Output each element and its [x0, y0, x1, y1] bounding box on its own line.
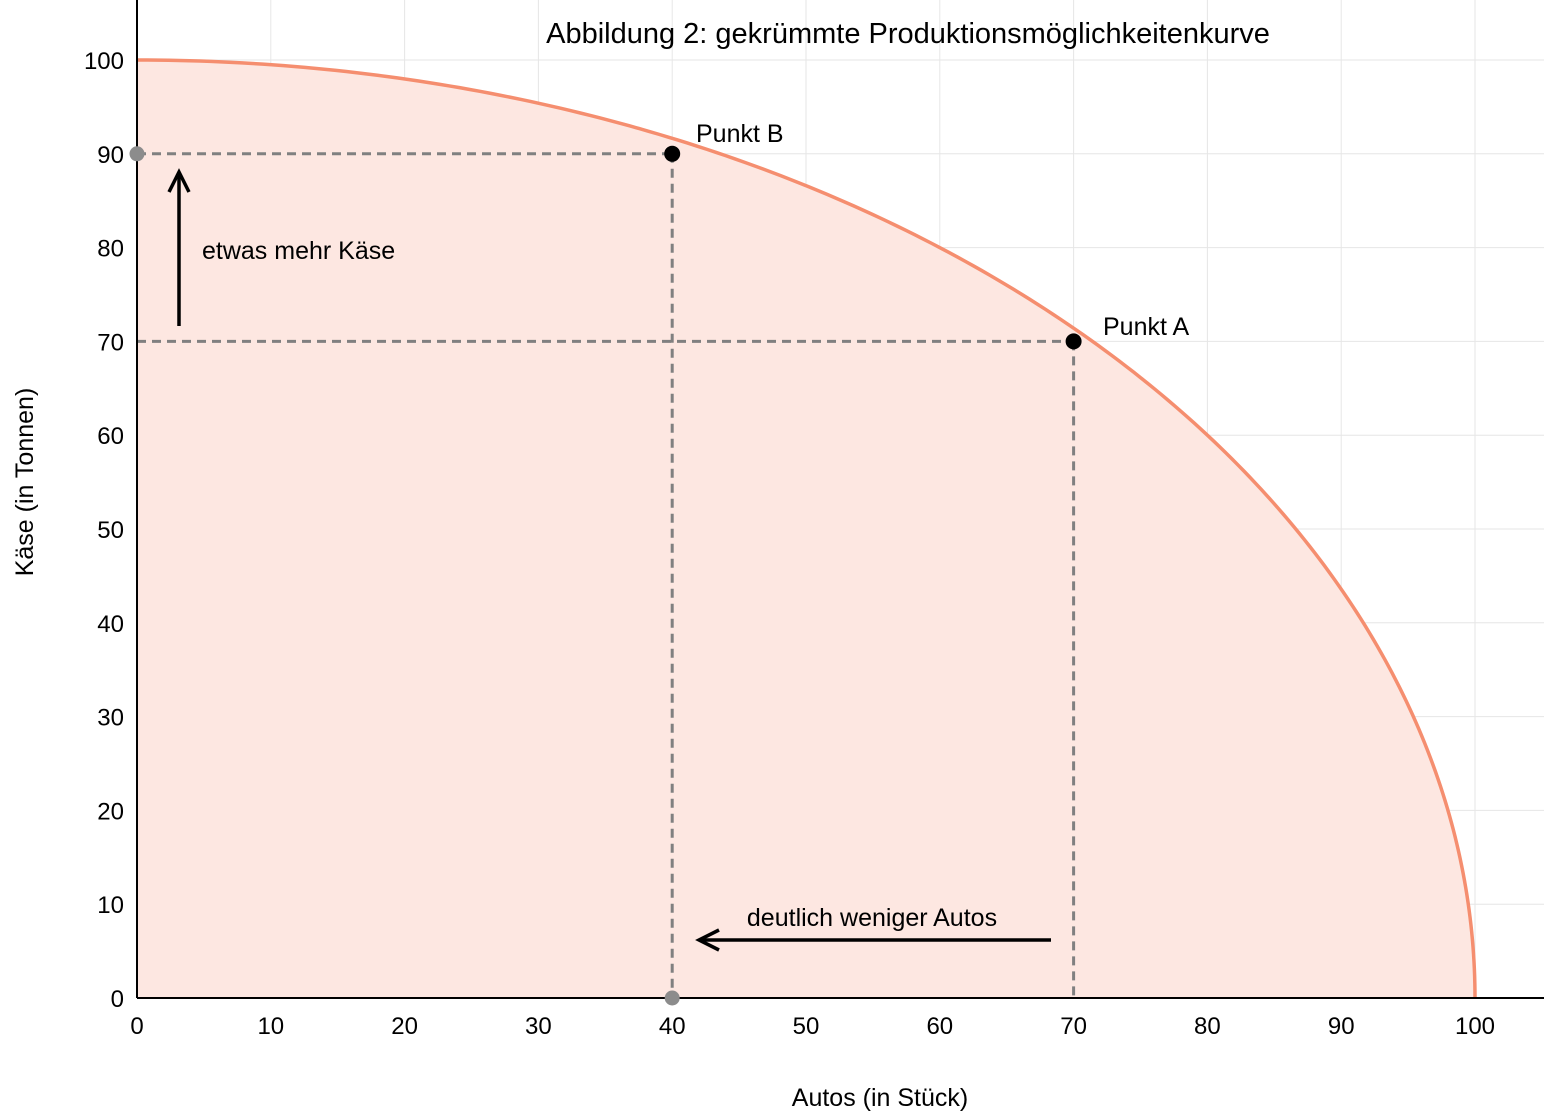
feasible-area-fill [137, 60, 1475, 998]
guide-lines [137, 152, 1076, 998]
y-tick-label: 30 [97, 705, 124, 732]
point-b-label: Punkt B [696, 120, 784, 148]
x-tick-label: 10 [257, 1013, 284, 1040]
y-tick-label: 80 [97, 236, 124, 263]
x-tick-label: 100 [1455, 1013, 1495, 1040]
up-arrow-head [167, 168, 191, 193]
annotation-more-cheese: etwas mehr Käse [202, 237, 395, 265]
x-tick-label: 90 [1328, 1013, 1355, 1040]
point-b-marker [664, 145, 681, 162]
tick-labels: 0 10 20 30 40 50 60 70 80 90 100 0 10 20 30 40 50 60 70 80 9… [84, 48, 1495, 1040]
axes [136, 0, 1544, 999]
x-tick-label: 20 [391, 1013, 418, 1040]
axis-marker-dot [129, 146, 145, 162]
chart-title: Abbildung 2: gekrümmte Produktionsmöglic… [546, 18, 1270, 50]
axis-marker-dot [664, 990, 680, 1006]
y-tick-label: 10 [97, 892, 124, 919]
y-tick-label: 90 [97, 142, 124, 169]
x-axis-title: Autos (in Stück) [792, 1084, 968, 1112]
x-tick-label: 70 [1060, 1013, 1087, 1040]
ppf-curve-line [136, 58, 1477, 999]
x-tick-label: 60 [926, 1013, 953, 1040]
data-points [129, 145, 1082, 1006]
y-tick-label: 100 [84, 48, 124, 75]
y-tick-label: 70 [97, 329, 124, 356]
y-tick-label: 40 [97, 611, 124, 638]
y-tick-label: 0 [111, 986, 124, 1013]
annotation-arrows [167, 168, 1051, 952]
x-tick-label: 40 [659, 1013, 686, 1040]
x-tick-label: 0 [130, 1013, 143, 1040]
x-tick-label: 80 [1194, 1013, 1221, 1040]
point-a-marker [1065, 333, 1082, 350]
x-tick-label: 50 [793, 1013, 820, 1040]
x-tick-label: 30 [525, 1013, 552, 1040]
point-a-label: Punkt A [1103, 313, 1189, 341]
y-axis-title: Käse (in Tonnen) [11, 388, 39, 577]
annotation-fewer-cars: deutlich weniger Autos [747, 904, 997, 932]
y-tick-label: 20 [97, 798, 124, 825]
left-arrow-head [695, 928, 720, 952]
y-tick-label: 50 [97, 517, 124, 544]
y-tick-label: 60 [97, 423, 124, 450]
